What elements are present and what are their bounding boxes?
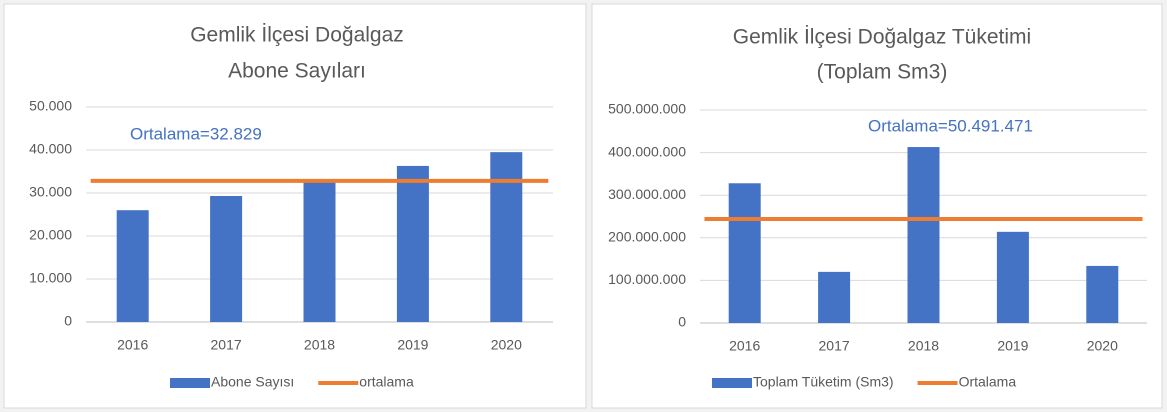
x-tick-label: 2016 bbox=[117, 337, 148, 353]
y-tick-label: 300.000.000 bbox=[608, 186, 686, 202]
chart-title: Abone Sayıları bbox=[228, 60, 366, 83]
y-tick-label: 0 bbox=[64, 313, 72, 329]
y-tick-label: 200.000.000 bbox=[608, 229, 686, 245]
bar bbox=[303, 180, 336, 322]
y-tick-label: 40.000 bbox=[29, 141, 72, 157]
bar bbox=[907, 147, 940, 323]
chart-title: Gemlik İlçesi Doğalgaz Tüketimi bbox=[733, 26, 1031, 49]
y-tick-label: 0 bbox=[678, 314, 686, 330]
bar bbox=[1086, 265, 1119, 323]
x-tick-label: 2018 bbox=[908, 338, 939, 354]
bar bbox=[116, 210, 149, 322]
bar bbox=[490, 152, 523, 322]
bar bbox=[210, 196, 243, 322]
y-tick-label: 400.000.000 bbox=[608, 143, 686, 159]
panel bbox=[591, 3, 1163, 409]
y-tick-label: 10.000 bbox=[29, 270, 72, 286]
legend-swatch bbox=[170, 378, 210, 388]
y-tick-label: 100.000.000 bbox=[608, 271, 686, 287]
bar bbox=[818, 271, 851, 323]
bar bbox=[728, 183, 761, 323]
panel bbox=[3, 3, 587, 409]
x-tick-label: 2020 bbox=[491, 337, 522, 353]
y-tick-label: 50.000 bbox=[29, 98, 72, 114]
x-tick-label: 2016 bbox=[729, 338, 760, 354]
x-tick-label: 2018 bbox=[304, 337, 335, 353]
legend-label: Toplam Tüketim (Sm3) bbox=[753, 374, 894, 390]
bar bbox=[996, 231, 1029, 323]
y-tick-label: 500.000.000 bbox=[608, 101, 686, 117]
legend-swatch bbox=[712, 378, 752, 388]
legend-label: ortalama bbox=[359, 374, 414, 390]
x-tick-label: 2019 bbox=[397, 337, 428, 353]
y-tick-label: 30.000 bbox=[29, 184, 72, 200]
x-tick-label: 2017 bbox=[211, 337, 242, 353]
chart-title: (Toplam Sm3) bbox=[817, 61, 948, 84]
annotation: Ortalama=32.829 bbox=[130, 124, 262, 143]
x-tick-label: 2017 bbox=[819, 338, 850, 354]
chart-title: Gemlik İlçesi Doğalgaz bbox=[190, 24, 404, 47]
legend-label: Abone Sayısı bbox=[211, 374, 294, 390]
annotation: Ortalama=50.491.471 bbox=[868, 116, 1033, 135]
bar bbox=[396, 165, 429, 322]
x-tick-label: 2020 bbox=[1087, 338, 1118, 354]
legend-label: Ortalama bbox=[959, 374, 1017, 390]
x-tick-label: 2019 bbox=[997, 338, 1028, 354]
y-tick-label: 20.000 bbox=[29, 227, 72, 243]
